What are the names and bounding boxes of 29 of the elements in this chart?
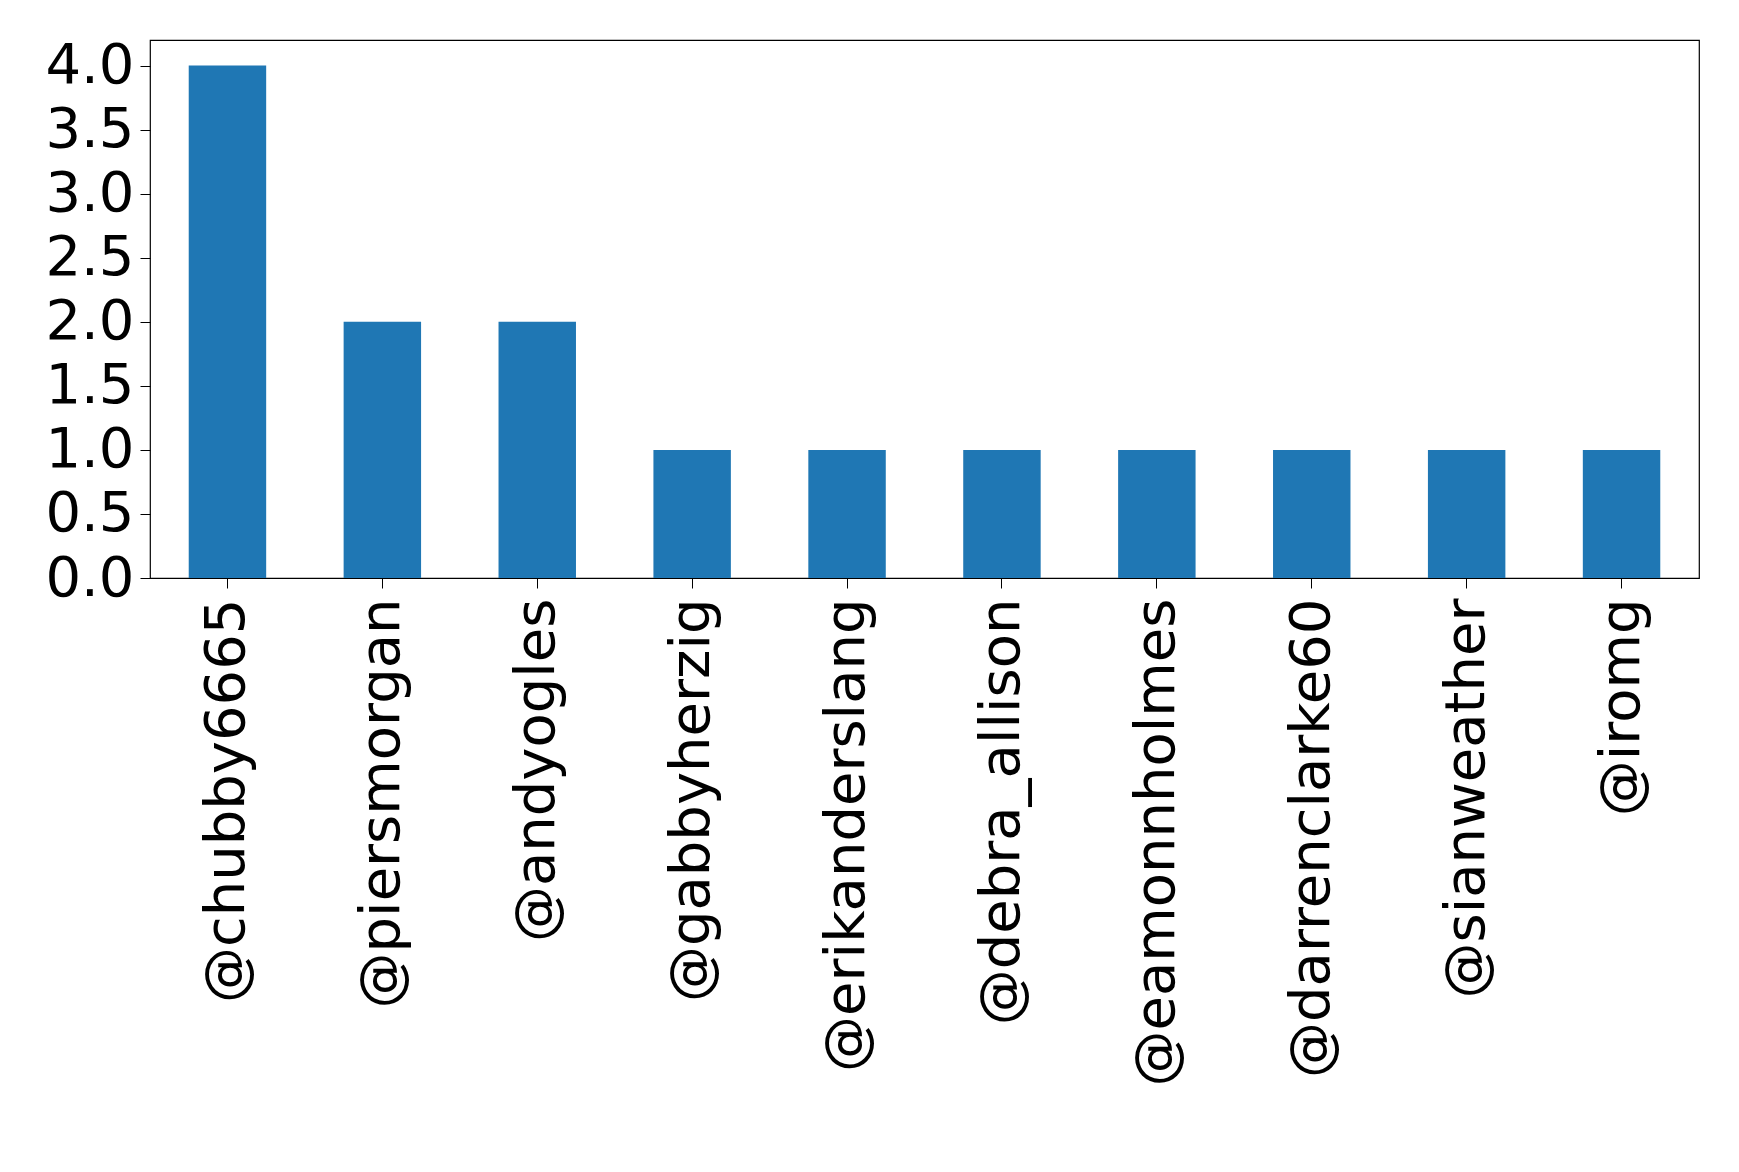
x-tick-label: @darrenclarke60 xyxy=(1276,598,1342,1078)
y-tick-label: 0.0 xyxy=(45,543,135,609)
bar xyxy=(808,449,886,578)
y-tick-label: 0.5 xyxy=(45,479,135,545)
x-tick-label: @andyogles xyxy=(502,598,568,942)
x-tick-label: @debra_allison xyxy=(966,598,1032,1026)
bar xyxy=(498,321,576,578)
bar xyxy=(188,65,267,578)
bar xyxy=(653,449,731,578)
bar xyxy=(1118,449,1196,578)
x-tick-label: @gabbyherzig xyxy=(657,598,723,1003)
y-tick-label: 2.0 xyxy=(45,287,135,353)
bar xyxy=(343,321,422,578)
x-tick-label: @erikanderslang xyxy=(812,598,878,1072)
y-tick-label: 1.5 xyxy=(45,351,135,417)
y-tick-label: 4.0 xyxy=(45,31,135,97)
y-tick-label: 3.0 xyxy=(45,159,135,225)
y-tick-label: 2.5 xyxy=(45,223,135,289)
x-tick-label: @eamonnholmes xyxy=(1121,598,1187,1087)
bar xyxy=(963,449,1041,578)
y-tick-label: 1.0 xyxy=(45,415,135,481)
x-tick-label: @piersmorgan xyxy=(347,598,413,1009)
x-tick-label: @sianweather xyxy=(1431,597,1497,999)
bar xyxy=(1582,449,1661,578)
bar xyxy=(1273,449,1351,578)
x-tick-label: @chubby6665 xyxy=(192,598,258,1004)
x-tick-label: @iromg xyxy=(1586,598,1652,817)
y-tick-label: 3.5 xyxy=(45,95,135,161)
bar xyxy=(1427,449,1506,578)
